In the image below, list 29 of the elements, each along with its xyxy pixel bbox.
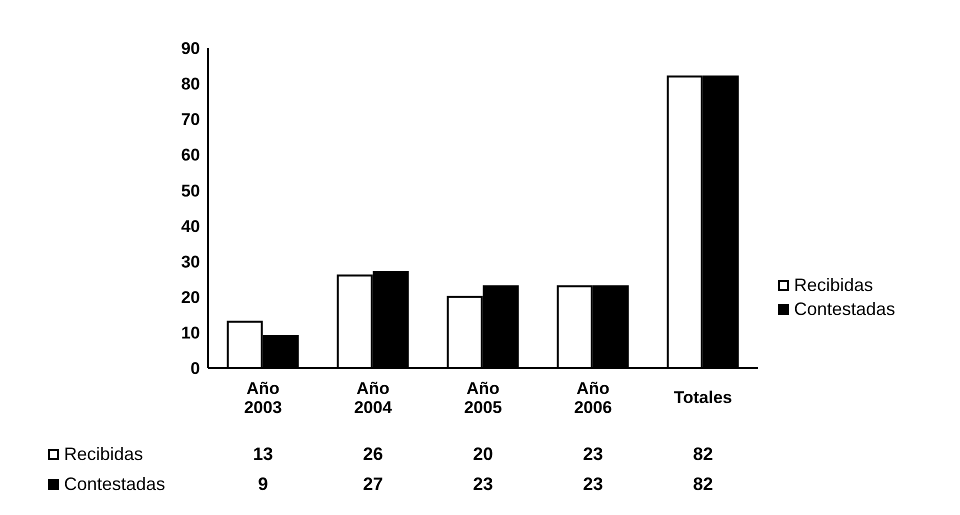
data-label: 82	[692, 474, 714, 495]
data-label: 27	[362, 474, 384, 495]
y-tick-label: 70	[181, 110, 200, 130]
x-tick-label: Año 2005	[464, 379, 502, 417]
legend-label: Contestadas	[794, 298, 896, 320]
legend-label: Recibidas	[794, 274, 874, 296]
y-tick-label: 0	[190, 359, 200, 378]
y-tick-label: 50	[181, 181, 200, 200]
data-label: 23	[582, 474, 604, 495]
y-tick-label: 20	[181, 288, 200, 307]
text: Recibidas	[64, 444, 144, 464]
data-label: 9	[256, 474, 269, 495]
data-label: 23	[582, 444, 604, 465]
y-tick-label: 80	[181, 74, 200, 94]
data-label: 20	[472, 444, 494, 465]
y-tick-label: 90	[181, 39, 200, 58]
x-tick-label: Año 2006	[574, 379, 612, 417]
y-tick-label: 60	[181, 146, 200, 165]
y-tick-label: 10	[181, 323, 200, 342]
text: Contestadas	[64, 474, 166, 494]
data-label: 26	[362, 444, 384, 465]
y-tick-label: 40	[181, 216, 200, 236]
x-tick-label: Año 2004	[354, 379, 392, 417]
data-label: 82	[692, 444, 714, 465]
x-tick-label: Totales	[674, 388, 732, 407]
data-label: 13	[252, 444, 274, 465]
y-tick-label: 30	[181, 252, 200, 272]
data-label: 23	[472, 474, 494, 495]
x-tick-label: Año 2003	[244, 379, 282, 417]
